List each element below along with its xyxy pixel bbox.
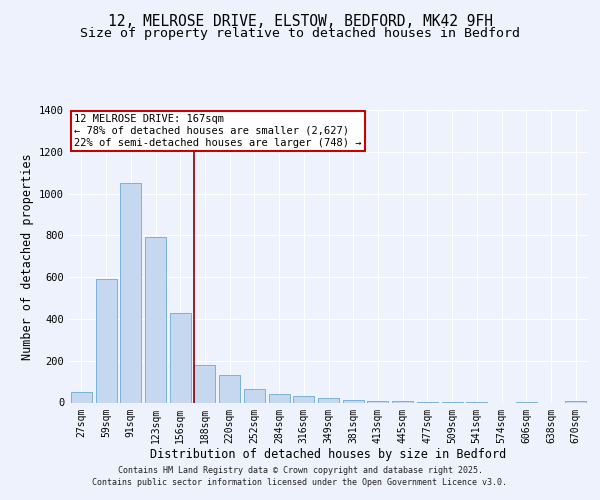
Y-axis label: Number of detached properties: Number of detached properties	[20, 153, 34, 360]
Text: Contains public sector information licensed under the Open Government Licence v3: Contains public sector information licen…	[92, 478, 508, 487]
Bar	[95, 279, 116, 402]
Bar	[194, 365, 215, 403]
Bar	[269, 394, 290, 402]
Bar	[145, 238, 166, 402]
Text: Size of property relative to detached houses in Bedford: Size of property relative to detached ho…	[80, 28, 520, 40]
Bar	[367, 401, 388, 402]
Bar	[318, 398, 339, 402]
Bar	[219, 376, 240, 402]
Bar	[293, 396, 314, 402]
Bar	[343, 400, 364, 402]
Bar	[120, 183, 141, 402]
Text: 12 MELROSE DRIVE: 167sqm
← 78% of detached houses are smaller (2,627)
22% of sem: 12 MELROSE DRIVE: 167sqm ← 78% of detach…	[74, 114, 362, 148]
X-axis label: Distribution of detached houses by size in Bedford: Distribution of detached houses by size …	[151, 448, 506, 461]
Bar	[244, 389, 265, 402]
Text: 12, MELROSE DRIVE, ELSTOW, BEDFORD, MK42 9FH: 12, MELROSE DRIVE, ELSTOW, BEDFORD, MK42…	[107, 14, 493, 29]
Bar	[71, 392, 92, 402]
Bar	[170, 312, 191, 402]
Text: Contains HM Land Registry data © Crown copyright and database right 2025.: Contains HM Land Registry data © Crown c…	[118, 466, 482, 475]
